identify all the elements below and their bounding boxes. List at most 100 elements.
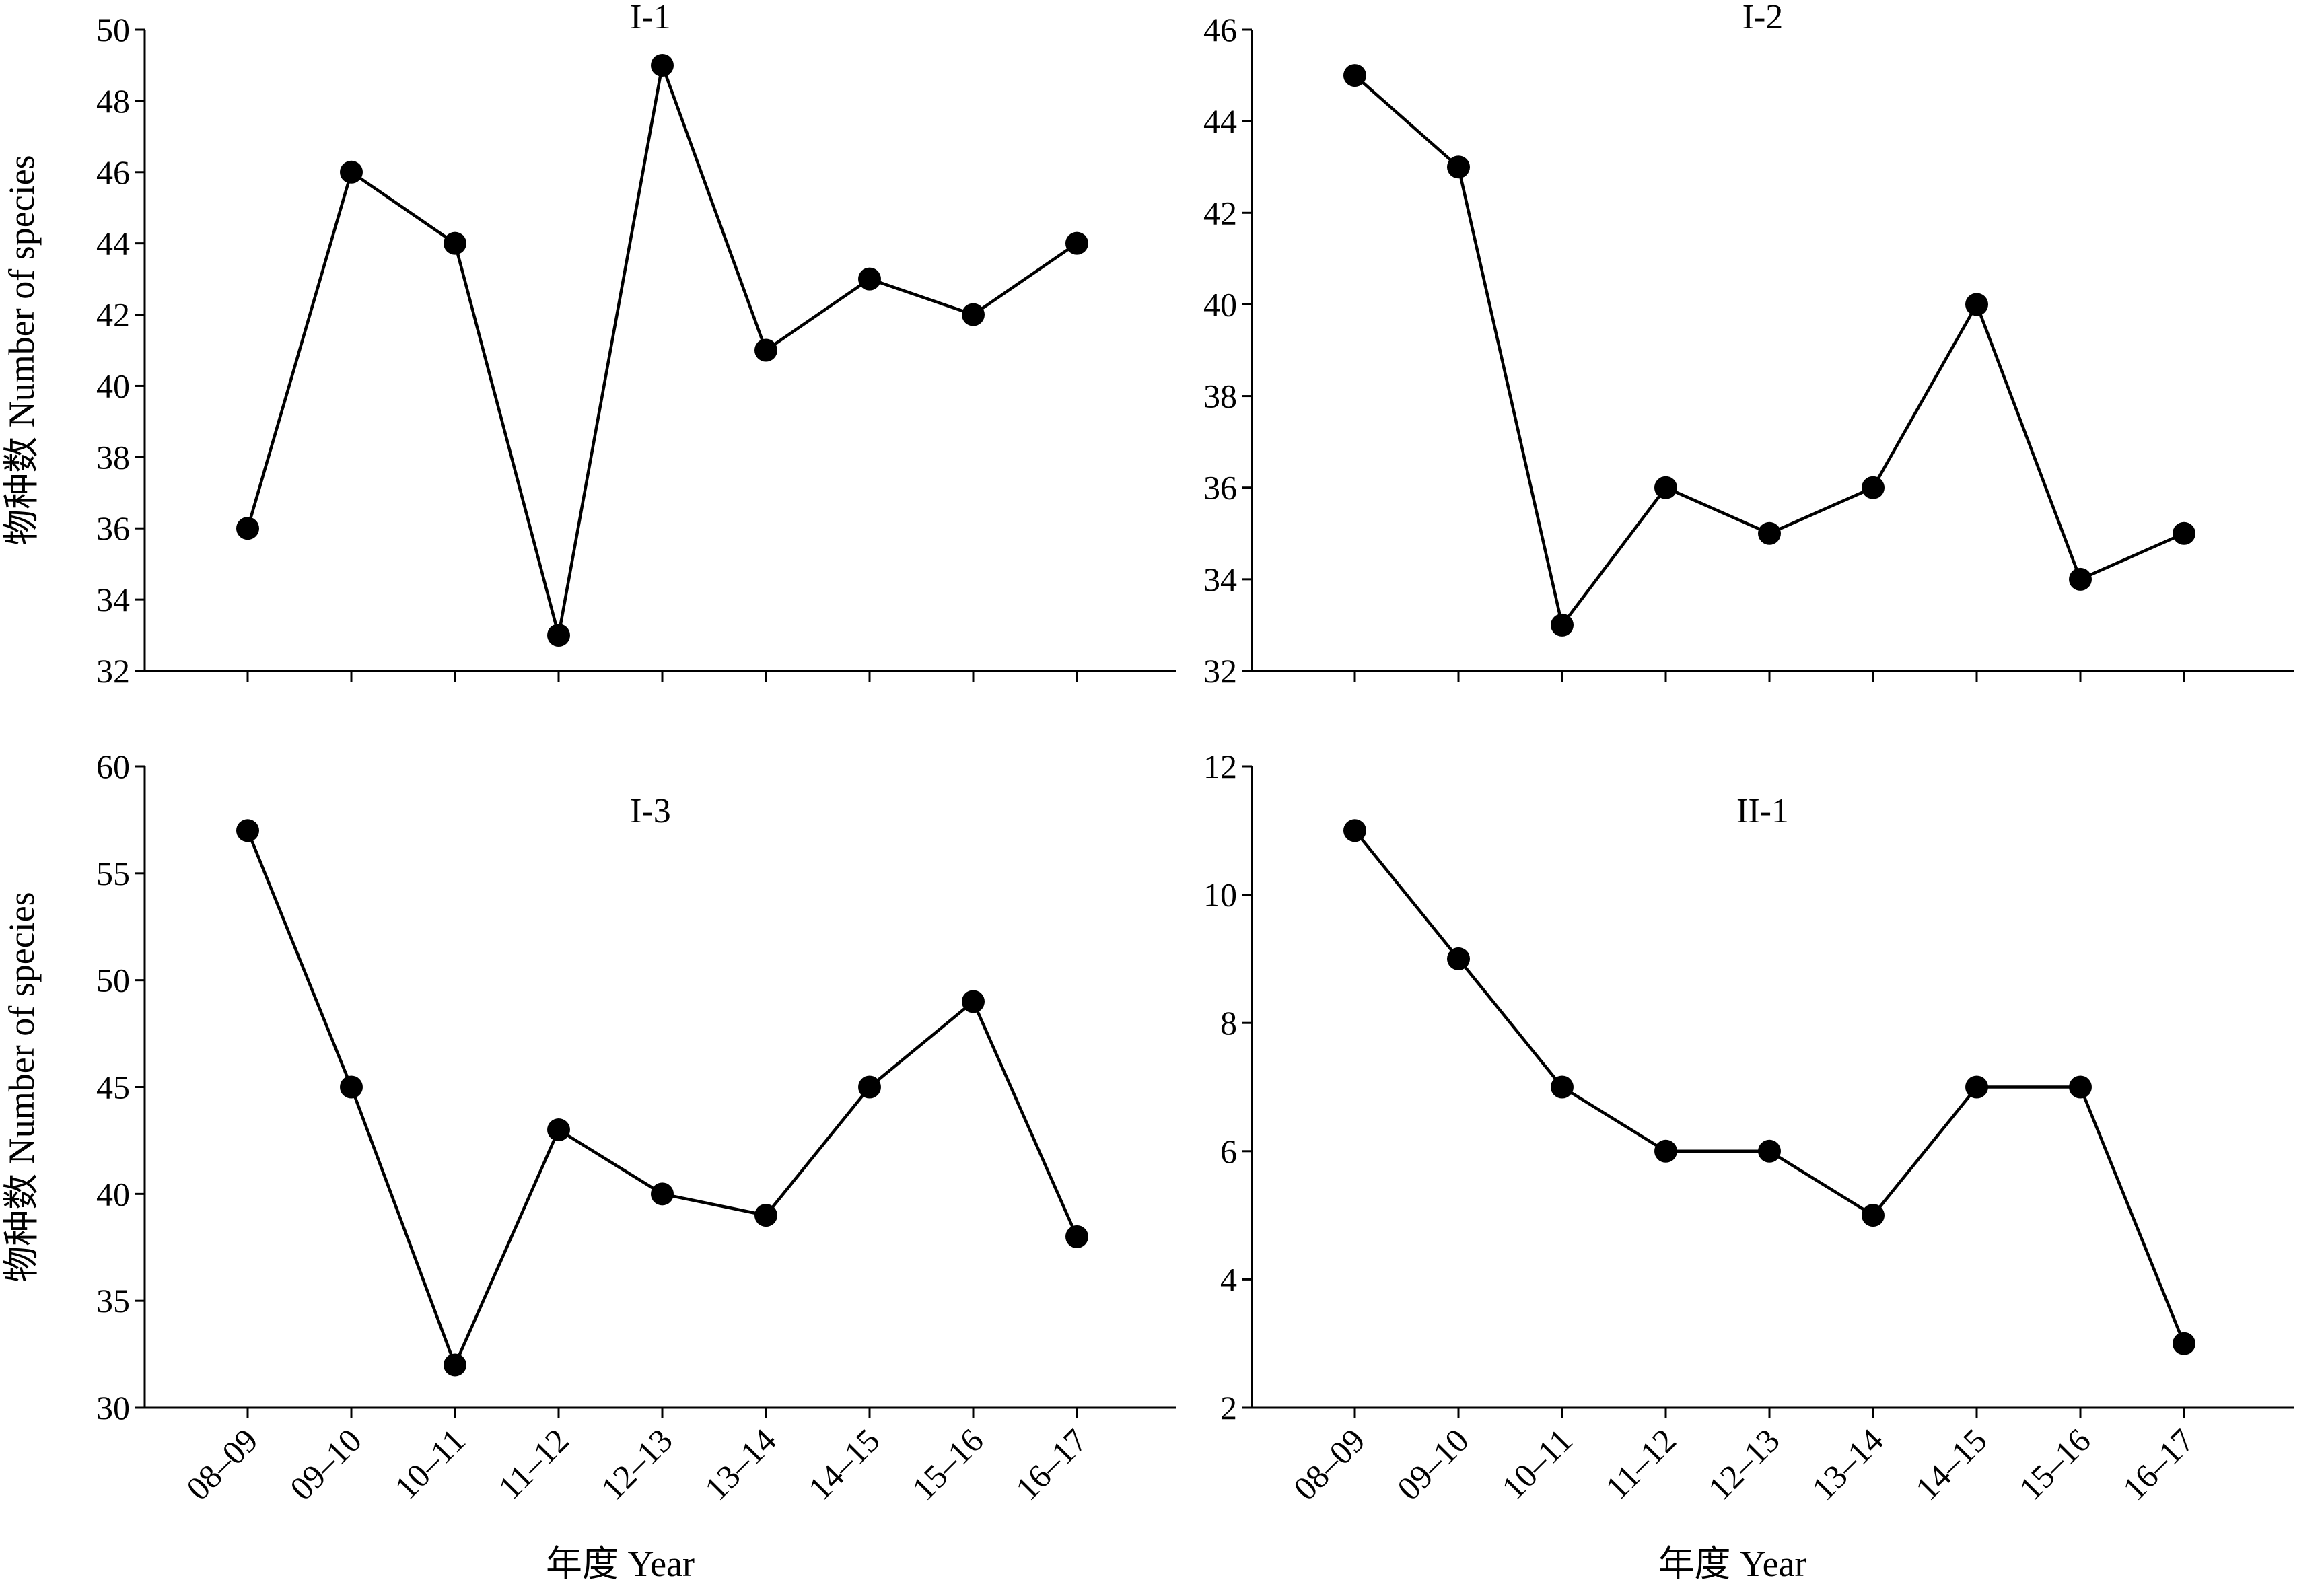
x-tick-label: 16–17	[2115, 1421, 2202, 1507]
x-tick-label: 13–14	[1804, 1421, 1891, 1507]
panel-title: I-3	[630, 792, 671, 830]
y-axis-label: 物种数 Number of species	[1, 155, 42, 545]
y-tick-label: 42	[1203, 194, 1237, 231]
data-point	[858, 267, 881, 291]
y-tick-label: 35	[96, 1282, 130, 1320]
x-tick-label: 16–17	[1008, 1421, 1094, 1507]
data-point	[858, 1075, 881, 1099]
y-tick-label: 46	[96, 153, 130, 191]
data-point	[1065, 231, 1088, 255]
data-point	[1065, 1225, 1088, 1248]
x-tick-label: 14–15	[801, 1421, 887, 1507]
y-tick-label: 30	[96, 1389, 130, 1427]
data-point	[651, 1182, 674, 1206]
data-point	[962, 303, 985, 326]
y-tick-label: 34	[1203, 561, 1237, 598]
chart-panel-2: 32 34 36 38 40 42 44 46 I-2	[1203, 0, 2294, 690]
x-axis-label: 年度 Year	[546, 1544, 695, 1584]
x-tick-label: 08–09	[179, 1421, 265, 1507]
y-tick-label: 32	[1203, 652, 1237, 690]
y-axis-label: 物种数 Number of species	[1, 892, 42, 1282]
data-point	[1862, 476, 1885, 499]
y-tick-label: 40	[96, 367, 130, 404]
chart-panel-4: 2 4 6 8 10 12 08–09 09–10 10–11 11–12 12–13 13–14 14…	[1203, 748, 2294, 1584]
data-point	[754, 338, 777, 362]
data-point	[1551, 613, 1574, 637]
x-tick-label: 13–14	[697, 1421, 783, 1507]
panel-title: II-1	[1736, 792, 1789, 830]
y-tick-label: 36	[96, 509, 130, 547]
data-point	[340, 160, 363, 184]
chart-panel-1: 32 34 36 38 40 42 44 46 48 50 I-1 物种数 Number of spe…	[1, 0, 1176, 690]
panel-title: I-2	[1742, 0, 1784, 36]
data-point	[1758, 1139, 1781, 1163]
x-tick-label: 12–13	[1701, 1421, 1787, 1507]
y-tick-label: 40	[1203, 285, 1237, 323]
series-line	[1353, 829, 2186, 1344]
x-tick-label: 15–16	[905, 1421, 991, 1507]
series-line	[246, 830, 1079, 1369]
data-point	[236, 819, 259, 842]
y-tick-label: 50	[96, 962, 130, 999]
data-point	[2069, 567, 2092, 591]
data-point	[1343, 819, 1366, 842]
y-tick-label: 45	[96, 1069, 130, 1106]
axes	[143, 766, 1176, 1409]
data-point	[236, 517, 259, 540]
y-tick-label: 4	[1220, 1260, 1237, 1298]
y-tick-label: 8	[1220, 1004, 1237, 1042]
y-tick-label: 44	[1203, 102, 1237, 140]
x-tick-label: 11–12	[491, 1421, 576, 1507]
x-axis-label: 年度 Year	[1658, 1544, 1806, 1584]
y-tick-label: 6	[1220, 1132, 1237, 1170]
data-point	[444, 231, 466, 255]
y-tick-label: 46	[1203, 11, 1237, 48]
x-tick-label: 11–12	[1598, 1421, 1683, 1507]
y-tick-label: 50	[96, 11, 130, 48]
x-tick-label: 12–13	[594, 1421, 680, 1507]
data-point	[1447, 155, 1470, 179]
y-tick-label: 38	[96, 438, 130, 476]
x-tick-label: 09–10	[1390, 1421, 1476, 1507]
y-tick-label: 12	[1203, 748, 1237, 785]
data-point	[547, 1118, 570, 1142]
series-line	[246, 59, 1078, 636]
data-point	[1965, 1075, 1988, 1099]
y-tick-label: 38	[1203, 377, 1237, 415]
data-point	[754, 1204, 777, 1227]
data-point	[962, 990, 985, 1013]
y-tick-label: 36	[1203, 469, 1237, 507]
y-tick-label: 42	[96, 296, 130, 334]
data-point	[547, 624, 570, 647]
x-tick-label: 08–09	[1286, 1421, 1372, 1507]
y-tick-label: 34	[96, 581, 130, 618]
data-point	[1758, 521, 1781, 545]
data-point	[340, 1075, 363, 1099]
x-tick-label: 14–15	[1908, 1421, 1994, 1507]
panel-title: I-1	[630, 0, 671, 36]
data-point	[1654, 1139, 1677, 1163]
y-tick-label: 40	[96, 1175, 130, 1213]
data-point	[2069, 1075, 2092, 1099]
y-tick-label: 60	[96, 748, 130, 785]
y-tick-label: 44	[96, 225, 130, 262]
data-point	[651, 53, 674, 77]
x-tick-label: 09–10	[283, 1421, 369, 1507]
axes	[1251, 30, 2294, 672]
x-tick-label: 10–11	[387, 1421, 472, 1507]
data-point	[2173, 1332, 2195, 1355]
y-tick-label: 10	[1203, 876, 1237, 914]
y-tick-label: 48	[96, 82, 130, 120]
y-tick-label: 2	[1220, 1389, 1237, 1427]
data-point	[1343, 64, 1366, 87]
data-point	[1654, 476, 1677, 499]
data-point	[1862, 1204, 1885, 1227]
y-tick-label: 55	[96, 855, 130, 892]
data-point	[2173, 521, 2195, 545]
axes	[1251, 766, 2294, 1409]
data-point	[1551, 1075, 1574, 1099]
y-tick-label: 32	[96, 652, 130, 690]
data-point	[444, 1353, 466, 1377]
